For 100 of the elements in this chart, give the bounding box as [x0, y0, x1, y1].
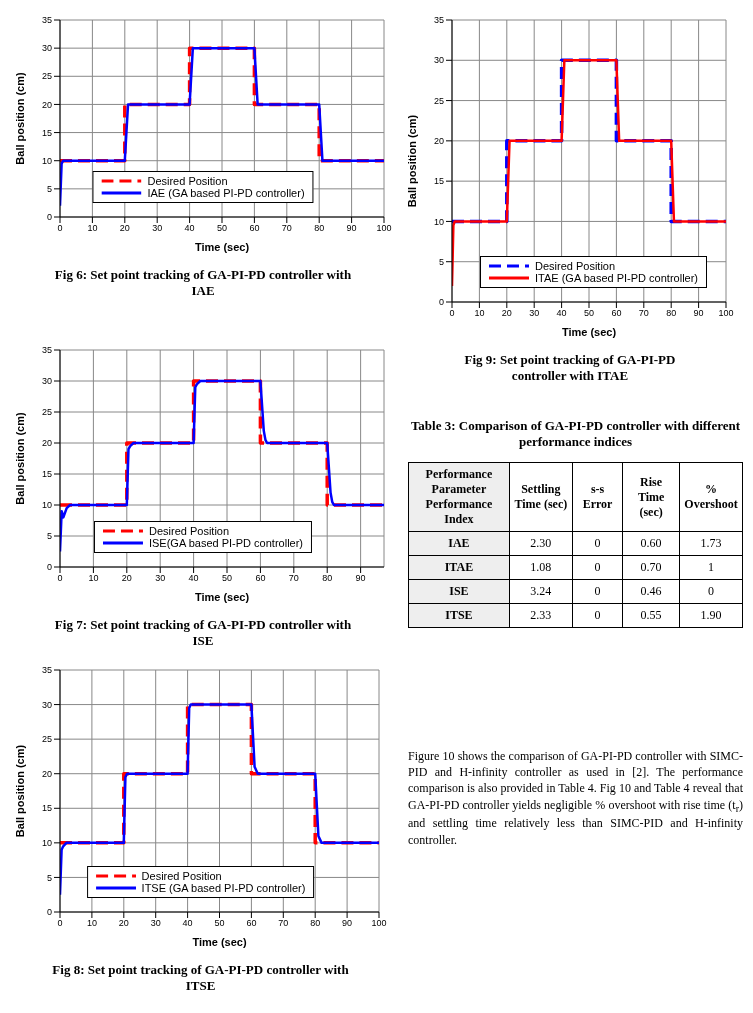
x-tick-label: 30 — [152, 223, 163, 234]
text: 1.90 — [679, 604, 743, 628]
x-tick-label: 40 — [556, 308, 567, 319]
text: 2.30 — [509, 532, 573, 556]
x-tick-label: 20 — [118, 918, 129, 929]
y-tick-label: 10 — [41, 500, 52, 511]
caption: Figure 10 shows the comparison of GA-PI-PD controller with SIMC-PID and H-infinity controller as used in [2]. The performance comparison is also provided in Table 4. Fig 10 and Table 4 reveal that GA-PI-PD controller yields negligible % overshoot with rise time (t$_{r}$) and settling time relatively less than SIMC-PID and H-infinity controller. — [408, 748, 743, 848]
y-axis-title: Ball position (cm) — [13, 744, 26, 838]
y-tick-label: 20 — [41, 768, 52, 779]
y-tick-label: 20 — [41, 99, 52, 110]
y-tick-label: 35 — [41, 345, 52, 356]
y-tick-label: 0 — [438, 297, 444, 308]
legend-label: ITAE (GA based PI-PD controller) — [535, 272, 699, 284]
x-tick-label: 100 — [371, 918, 387, 929]
y-tick-label: 35 — [41, 15, 52, 26]
x-tick-label: 100 — [376, 223, 392, 234]
x-axis-title: Time (sec) — [194, 241, 250, 253]
text: Rise Time (sec) — [623, 463, 680, 532]
y-tick-label: 10 — [41, 155, 52, 166]
text: 1 — [679, 556, 743, 580]
x-tick-label: 80 — [314, 223, 325, 234]
text: Table 3: Comparison of GA-PI-PD controller with different performance indices — [409, 418, 742, 450]
x-tick-label: 50 — [216, 223, 228, 234]
y-tick-label: 25 — [433, 95, 444, 106]
x-tick-label: 60 — [249, 223, 260, 234]
x-tick-label: 80 — [310, 918, 321, 929]
x-tick-label: 60 — [611, 308, 622, 319]
text: Fig 8: Set point tracking of GA-PI-PD controller with ITSE — [51, 961, 350, 994]
x-tick-label: 20 — [119, 223, 130, 234]
x-tick-label: 90 — [342, 918, 353, 929]
x-tick-label: 100 — [718, 308, 734, 319]
y-tick-label: 5 — [46, 872, 52, 883]
text: IAE — [409, 532, 510, 556]
y-tick-label: 35 — [41, 665, 52, 676]
y-tick-label: 20 — [433, 136, 444, 147]
text: Fig 7: Set point tracking of GA-PI-PD controller with ISE — [53, 616, 353, 649]
x-tick-label: 20 — [501, 308, 512, 319]
x-axis-title: Time (sec) — [194, 591, 250, 603]
legend-label: Desired Position — [148, 525, 230, 537]
y-tick-label: 25 — [41, 407, 52, 418]
text: 0.60 — [623, 532, 680, 556]
legend-label: ITSE (GA based PI-PD controller) — [141, 882, 306, 894]
x-tick-label: 60 — [255, 573, 266, 584]
text: Settling Time (sec) — [509, 463, 573, 532]
x-tick-label: 20 — [121, 573, 132, 584]
legend-label: ISE(GA based PI-PD controller) — [148, 537, 304, 549]
x-tick-label: 50 — [222, 573, 233, 584]
x-tick-label: 80 — [322, 573, 333, 584]
y-axis-title: Ball position (cm) — [13, 412, 26, 505]
x-tick-label: 90 — [346, 223, 357, 234]
x-axis-title: Time (sec) — [192, 936, 247, 948]
text: ISE — [409, 580, 510, 604]
x-tick-label: 30 — [529, 308, 540, 319]
y-tick-label: 20 — [41, 438, 52, 449]
x-tick-label: 10 — [88, 573, 99, 584]
text: % Overshoot — [679, 463, 743, 532]
text: 0 — [572, 604, 624, 628]
y-tick-label: 15 — [41, 469, 52, 480]
x-tick-label: 80 — [666, 308, 677, 319]
y-tick-label: 5 — [46, 531, 52, 542]
x-tick-label: 40 — [184, 223, 195, 234]
y-tick-label: 0 — [46, 212, 52, 223]
y-tick-label: 10 — [41, 838, 52, 849]
x-axis-title: Time (sec) — [561, 326, 617, 338]
x-tick-label: 60 — [246, 918, 257, 929]
legend-label: Desired Position — [147, 175, 228, 187]
x-tick-label: 40 — [182, 918, 193, 929]
y-tick-label: 30 — [433, 55, 444, 66]
x-tick-label: 30 — [150, 918, 161, 929]
text: s-s Error — [572, 463, 624, 532]
text: ITAE — [409, 556, 510, 580]
x-tick-label: 90 — [693, 308, 704, 319]
x-tick-label: 70 — [281, 223, 292, 234]
text: 1.08 — [509, 556, 573, 580]
y-tick-label: 15 — [41, 127, 52, 138]
legend-label: IAE (GA based PI-PD controller) — [147, 187, 305, 199]
y-tick-label: 5 — [46, 184, 52, 195]
text: 3.24 — [509, 580, 573, 604]
y-axis-title: Ball position (cm) — [405, 114, 418, 208]
y-tick-label: 15 — [433, 176, 444, 187]
y-tick-label: 25 — [41, 71, 52, 82]
text: Fig 6: Set point tracking of GA-PI-PD controller with IAE — [53, 266, 353, 299]
y-axis-title: Ball position (cm) — [13, 72, 26, 165]
y-tick-label: 35 — [433, 15, 444, 26]
x-tick-label: 90 — [355, 573, 366, 584]
legend-label: Desired Position — [141, 870, 222, 882]
x-tick-label: 70 — [288, 573, 299, 584]
x-tick-label: 10 — [474, 308, 485, 319]
x-tick-label: 0 — [449, 308, 455, 319]
text: ITSE — [409, 604, 510, 628]
text: 1.73 — [679, 532, 743, 556]
text: 0.46 — [623, 580, 680, 604]
text: 2.33 — [509, 604, 573, 628]
y-tick-label: 30 — [41, 43, 52, 54]
x-tick-label: 50 — [214, 918, 225, 929]
x-tick-label: 40 — [188, 573, 199, 584]
x-tick-label: 0 — [57, 918, 63, 929]
x-tick-label: 70 — [278, 918, 289, 929]
y-tick-label: 10 — [433, 216, 444, 227]
x-tick-label: 50 — [583, 308, 595, 319]
